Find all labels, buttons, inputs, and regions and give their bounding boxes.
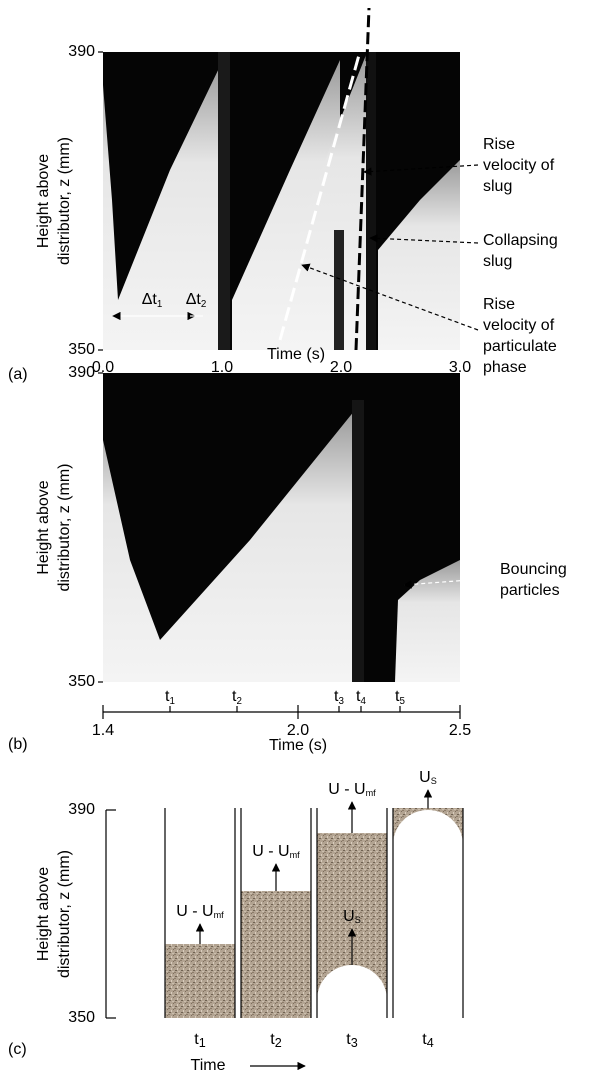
text-subscript: 1 xyxy=(157,299,162,310)
x-tick-label: 0.0 xyxy=(92,359,114,376)
text-base: U xyxy=(419,769,431,786)
annotation: Rise xyxy=(483,136,515,153)
time-mark: t5 xyxy=(395,688,405,706)
panel-a-image xyxy=(103,7,460,351)
y-axis-label: distributor, z (mm) xyxy=(56,137,73,265)
y-tick-label: 350 xyxy=(68,673,95,690)
text-base: t xyxy=(395,688,400,705)
annotation: Rise xyxy=(483,296,515,313)
y-axis-label: Height above xyxy=(35,867,52,961)
time-mark: t3 xyxy=(346,1031,357,1050)
text-subscript: 1 xyxy=(170,696,175,707)
velocity-label: U - Umf xyxy=(252,843,300,860)
y-tick-label: 390 xyxy=(68,43,95,60)
y-axis-label: Height above xyxy=(35,480,52,574)
velocity-label: U - Umf xyxy=(176,903,224,920)
annotation: particles xyxy=(500,582,560,599)
text-base: Δt xyxy=(142,291,158,308)
y-tick-label: 390 xyxy=(68,801,95,818)
text-base: t xyxy=(346,1031,351,1048)
text-base: Δt xyxy=(186,291,202,308)
text-base: U - U xyxy=(252,843,289,860)
time-mark: t4 xyxy=(356,688,366,706)
x-tick-label: 1.4 xyxy=(92,722,114,739)
annotation: particulate xyxy=(483,338,557,355)
panel-label: (a) xyxy=(8,366,28,383)
bed xyxy=(165,944,235,1018)
annotation: slug xyxy=(483,178,512,195)
time-mark: t4 xyxy=(422,1031,433,1050)
text-subscript: 3 xyxy=(339,696,345,707)
text-subscript: mf xyxy=(214,910,225,920)
text-base: t xyxy=(356,688,361,705)
bed xyxy=(241,891,311,1018)
text-base: U xyxy=(343,908,355,925)
text-subscript: 4 xyxy=(361,696,367,707)
text-base: t xyxy=(422,1031,427,1048)
interval-label: Δt1 xyxy=(142,291,163,309)
text-subscript: 2 xyxy=(275,1036,282,1050)
text-base: t xyxy=(232,688,237,705)
text-base: t xyxy=(334,688,339,705)
text-base: t xyxy=(194,1031,199,1048)
velocity-label: US xyxy=(419,769,437,786)
time-mark: t2 xyxy=(270,1031,281,1050)
text-subscript: mf xyxy=(366,788,377,798)
annotation: Collapsing xyxy=(483,232,558,249)
annotation: slug xyxy=(483,253,512,270)
annotation: velocity of xyxy=(483,317,555,334)
text-subscript: 2 xyxy=(201,299,206,310)
x-tick-label: 3.0 xyxy=(449,359,471,376)
y-axis-label: distributor, z (mm) xyxy=(56,463,73,591)
velocity-label: U - Umf xyxy=(328,781,376,798)
velocity-label: US xyxy=(343,908,361,925)
y-axis-label: distributor, z (mm) xyxy=(56,850,73,978)
text-subscript: 3 xyxy=(351,1036,358,1050)
text-subscript: 2 xyxy=(237,696,242,707)
slug-bubble xyxy=(317,965,387,1018)
arrows xyxy=(112,164,496,1071)
x-tick-label: 2.0 xyxy=(287,722,309,739)
text-subscript: S xyxy=(431,776,437,786)
panel-label: (b) xyxy=(8,736,28,753)
text-base: t xyxy=(270,1031,275,1048)
text-base: U - U xyxy=(328,781,365,798)
panel-label: (c) xyxy=(8,1041,27,1058)
y-tick-label: 350 xyxy=(68,341,95,358)
time-mark: t3 xyxy=(334,688,344,706)
x-tick-label: 1.0 xyxy=(211,359,233,376)
time-mark: t1 xyxy=(165,688,175,706)
text-base: t xyxy=(165,688,170,705)
text-subscript: S xyxy=(355,915,361,925)
text-subscript: 1 xyxy=(199,1036,206,1050)
y-tick-label: 390 xyxy=(68,364,95,381)
x-tick-label: 2.5 xyxy=(449,722,471,739)
interval-label: Δt2 xyxy=(186,291,207,309)
y-axis-label: Height above xyxy=(35,154,52,248)
text-subscript: 5 xyxy=(400,696,406,707)
x-axis-label: Time xyxy=(191,1057,226,1074)
slug-bubble xyxy=(393,810,463,1018)
time-mark: t1 xyxy=(194,1031,205,1050)
x-axis-label: Time (s) xyxy=(267,346,325,363)
annotation: Bouncing xyxy=(500,561,567,578)
annotation: phase xyxy=(483,359,527,376)
time-mark: t2 xyxy=(232,688,242,706)
text-subscript: 4 xyxy=(427,1036,434,1050)
y-tick-label: 350 xyxy=(68,1009,95,1026)
text-base: U - U xyxy=(176,903,213,920)
panel-b-image xyxy=(103,373,460,682)
annotation: velocity of xyxy=(483,157,555,174)
text-subscript: mf xyxy=(290,850,301,860)
x-tick-label: 2.0 xyxy=(330,359,352,376)
x-axis-label: Time (s) xyxy=(269,737,327,754)
